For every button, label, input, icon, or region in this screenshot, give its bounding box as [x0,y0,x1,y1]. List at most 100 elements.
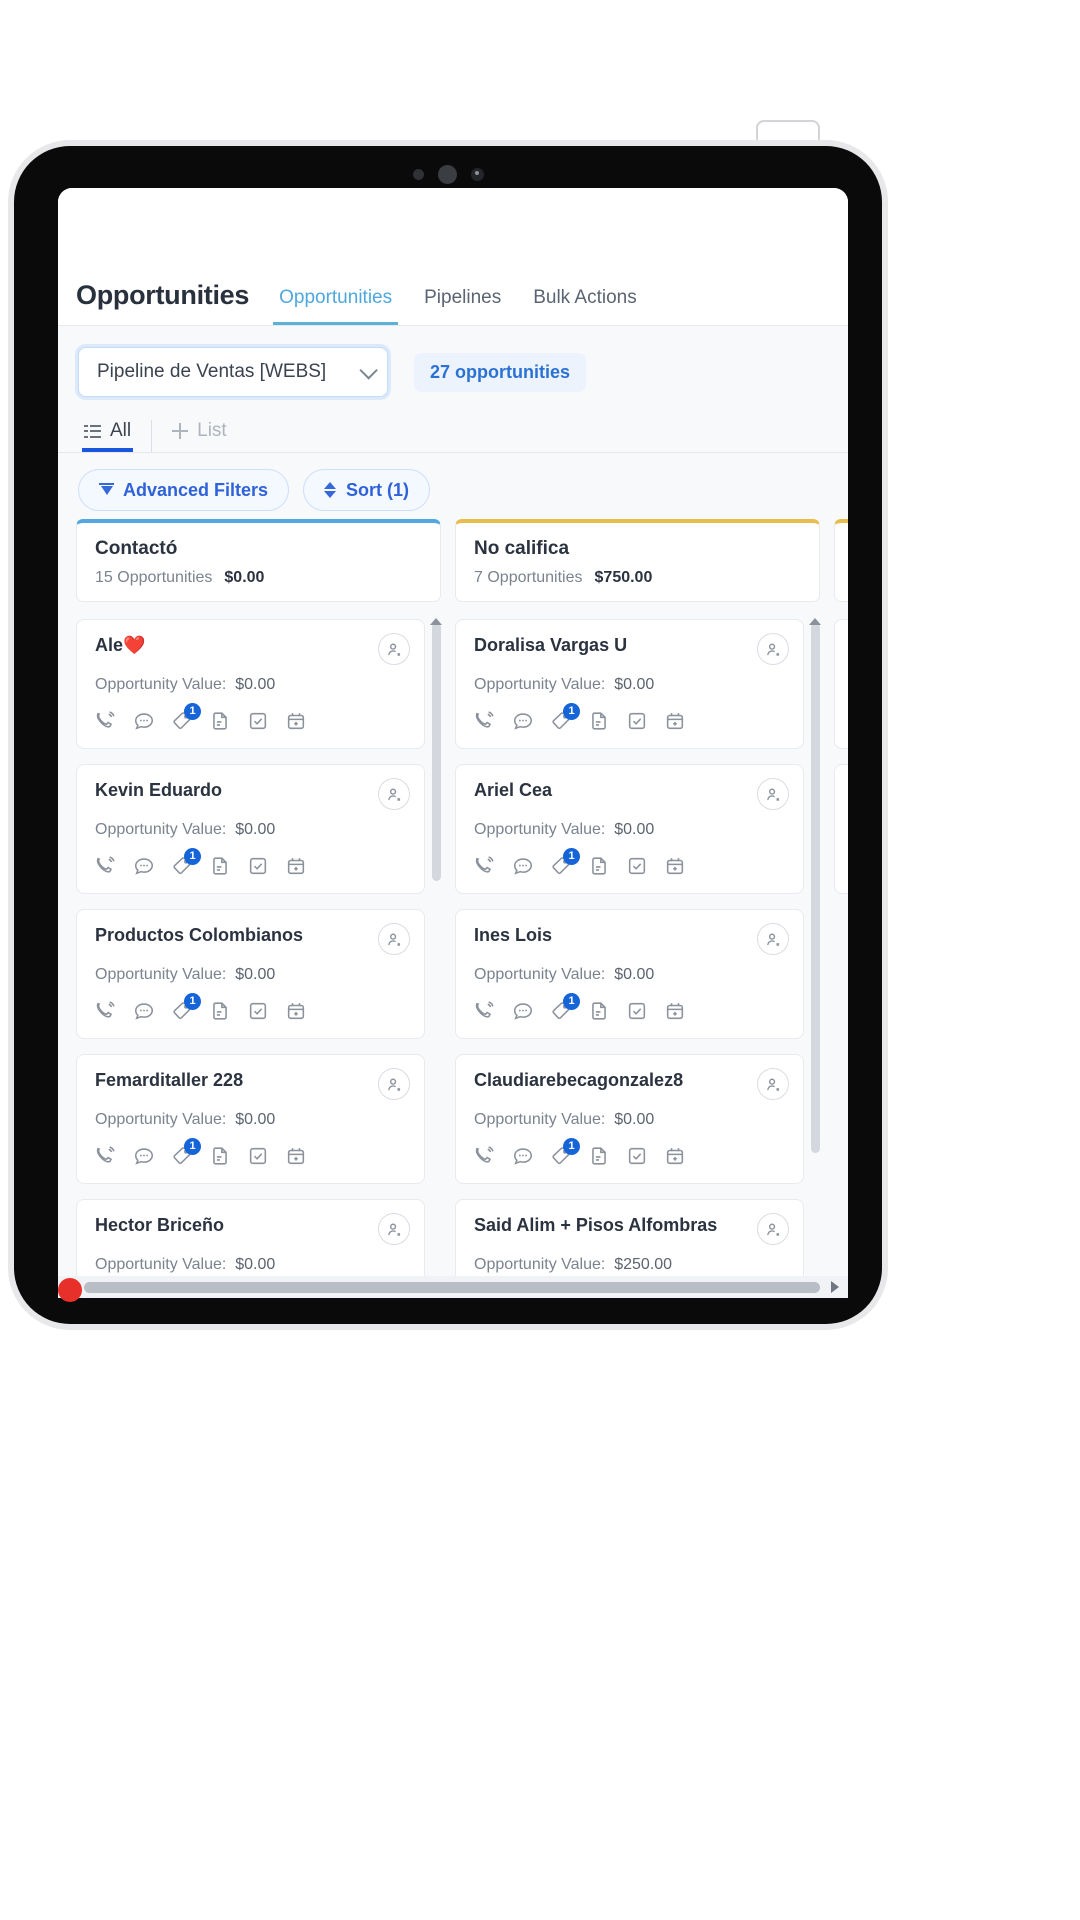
task-check-icon[interactable] [626,1000,648,1022]
document-icon[interactable] [209,710,231,732]
task-check-icon[interactable] [626,710,648,732]
card-action-icons: 1 [474,993,785,1022]
pipeline-select[interactable]: Pipeline de Ventas [WEBS] [78,347,388,397]
tablet-bezel: Opportunities Opportunities Pipelines Bu… [14,146,882,1324]
opportunity-card[interactable]: Productos Colombianos Opportunity Value:… [76,909,425,1039]
calendar-add-icon[interactable] [285,1145,307,1167]
list-tab-add-list[interactable]: List [151,420,247,452]
task-check-icon[interactable] [626,1145,648,1167]
assign-user-icon[interactable] [378,633,410,665]
advanced-filters-button[interactable]: Advanced Filters [78,469,290,511]
sms-chat-icon[interactable] [133,1000,155,1022]
tag-count-badge: 1 [563,703,580,720]
scroll-thumb[interactable] [84,1281,820,1293]
task-check-icon[interactable] [247,710,269,732]
opportunity-card[interactable]: Femarditaller 228 Opportunity Value: $0.… [76,1054,425,1184]
assign-user-icon[interactable] [757,633,789,665]
sms-chat-icon[interactable] [133,855,155,877]
cursor-indicator [58,1278,82,1302]
column-title: Contactó [95,538,178,559]
task-check-icon[interactable] [247,1000,269,1022]
tab-bulk-actions[interactable]: Bulk Actions [533,287,637,308]
opportunity-value: Opportunity Value: $0.00 [95,676,406,694]
sms-chat-icon[interactable] [512,1000,534,1022]
phone-call-icon[interactable] [474,710,496,732]
funnel-icon [99,483,114,497]
opportunity-card[interactable]: Ale❤️ Opportunity Value: $0.00 [76,619,425,749]
opportunity-name: Ariel Cea [474,780,553,800]
opportunity-name: Productos Colombianos [95,925,304,945]
scroll-right-icon[interactable] [822,1281,848,1293]
scroll-up-icon[interactable] [430,601,442,625]
calendar-add-icon[interactable] [285,855,307,877]
tag-icon[interactable]: 1 [171,703,201,732]
list-tab-all[interactable]: All [82,420,151,452]
calendar-add-icon[interactable] [664,1000,686,1022]
phone-call-icon[interactable] [95,1000,117,1022]
task-check-icon[interactable] [626,855,648,877]
document-icon[interactable] [209,855,231,877]
calendar-add-icon[interactable] [285,1000,307,1022]
column-scrollbar[interactable] [432,623,441,881]
sms-chat-icon[interactable] [512,855,534,877]
opportunity-card[interactable]: Ines Lois Opportunity Value: $0.00 [455,909,804,1039]
sms-chat-icon[interactable] [512,710,534,732]
sms-chat-icon[interactable] [133,710,155,732]
phone-call-icon[interactable] [95,1145,117,1167]
opportunity-card[interactable]: + $ [834,619,848,749]
column-meta: 7 Opportunities $750.00 [474,569,801,587]
assign-user-icon[interactable] [378,1213,410,1245]
board-horizontal-scrollbar[interactable] [58,1276,848,1298]
document-icon[interactable] [588,855,610,877]
sort-button[interactable]: Sort (1) [303,469,431,511]
opportunity-card[interactable]: Kevin Eduardo Opportunity Value: $0.00 [76,764,425,894]
tag-icon[interactable]: 1 [550,703,580,732]
column-card-list: Doralisa Vargas U Opportunity Value: $0.… [455,601,821,1298]
tab-pipelines[interactable]: Pipelines [424,287,502,308]
page-header: Opportunities Opportunities Pipelines Bu… [58,188,848,326]
document-icon[interactable] [588,710,610,732]
document-icon[interactable] [588,1145,610,1167]
assign-user-icon[interactable] [757,778,789,810]
assign-user-icon[interactable] [378,778,410,810]
sms-chat-icon[interactable] [133,1145,155,1167]
tab-opportunities[interactable]: Opportunities [273,287,399,325]
assign-user-icon[interactable] [757,1213,789,1245]
assign-user-icon[interactable] [378,1068,410,1100]
phone-call-icon[interactable] [95,855,117,877]
phone-call-icon[interactable] [474,1000,496,1022]
phone-call-icon[interactable] [474,1145,496,1167]
tag-icon[interactable]: 1 [171,848,201,877]
assign-user-icon[interactable] [757,923,789,955]
pipeline-board[interactable]: Contactó 15 Opportunities $0.00 Ale❤️ [58,511,848,1298]
opportunity-value: Opportunity Value: $250.00 [474,1256,785,1274]
tag-icon[interactable]: 1 [171,1138,201,1167]
opportunity-card[interactable]: Ariel Cea Opportunity Value: $0.00 [455,764,804,894]
tag-icon[interactable]: 1 [550,848,580,877]
calendar-add-icon[interactable] [664,710,686,732]
card-action-icons: 1 [95,703,406,732]
tag-icon[interactable]: 1 [550,1138,580,1167]
scroll-up-icon[interactable] [809,601,821,625]
column-scrollbar[interactable] [811,623,820,1153]
assign-user-icon[interactable] [378,923,410,955]
page-title: Opportunities [76,280,250,310]
assign-user-icon[interactable] [757,1068,789,1100]
document-icon[interactable] [209,1145,231,1167]
phone-call-icon[interactable] [95,710,117,732]
task-check-icon[interactable] [247,1145,269,1167]
task-check-icon[interactable] [247,855,269,877]
calendar-add-icon[interactable] [285,710,307,732]
calendar-add-icon[interactable] [664,1145,686,1167]
phone-call-icon[interactable] [474,855,496,877]
calendar-add-icon[interactable] [664,855,686,877]
document-icon[interactable] [209,1000,231,1022]
opportunity-card[interactable]: Doralisa Vargas U Opportunity Value: $0.… [455,619,804,749]
tag-count-badge: 1 [563,848,580,865]
sms-chat-icon[interactable] [512,1145,534,1167]
tag-icon[interactable]: 1 [171,993,201,1022]
document-icon[interactable] [588,1000,610,1022]
tag-icon[interactable]: 1 [550,993,580,1022]
opportunity-card[interactable]: J $ [834,764,848,894]
opportunity-card[interactable]: Claudiarebecagonzalez8 Opportunity Value… [455,1054,804,1184]
